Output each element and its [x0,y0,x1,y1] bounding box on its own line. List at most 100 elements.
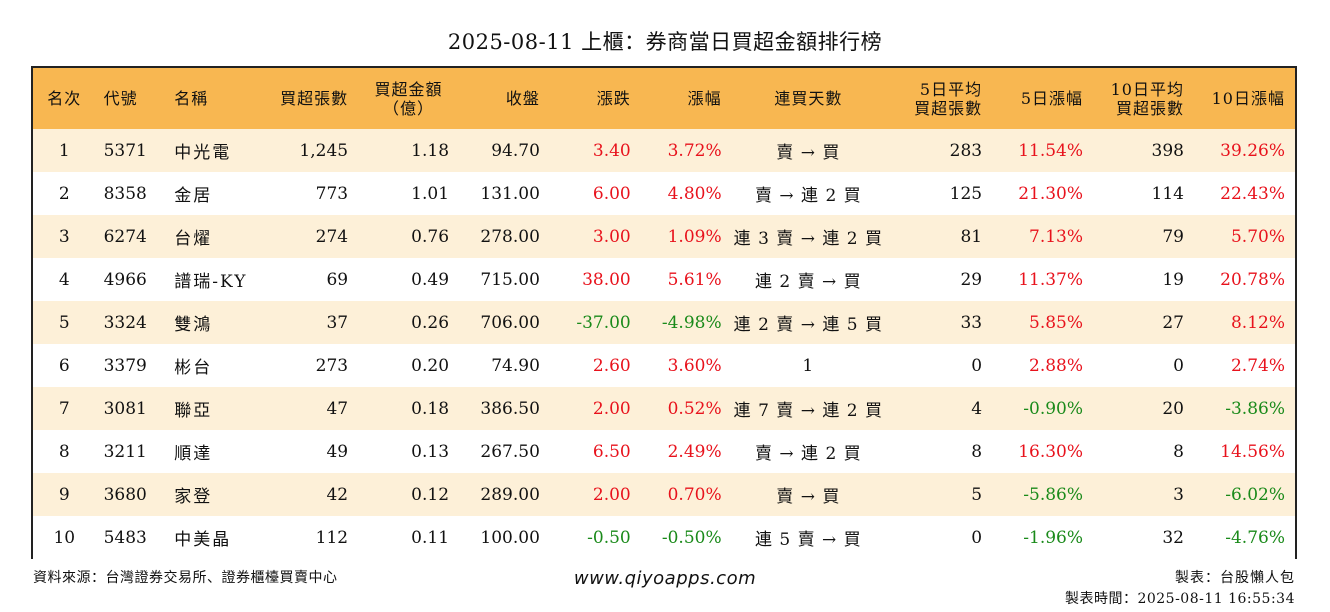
cell-5d-change: 2.88% [1029,355,1084,376]
header-rank: 名次 [47,89,82,108]
cell-net-buy-lots: 47 [326,398,349,419]
cell-close: 74.90 [491,355,540,376]
cell-10d-avg-lots: 3 [1173,484,1184,505]
cell-5d-change: 5.85% [1029,312,1084,333]
cell-5d-change: 11.37% [1018,269,1084,290]
cell-rank: 3 [58,226,70,247]
cell-code: 5371 [103,140,147,161]
cell-change-pct: 3.72% [667,140,722,161]
cell-change-pct: 0.52% [667,398,722,419]
cell-rank: 4 [58,269,70,290]
cell-5d-avg-lots: 4 [971,398,983,419]
cell-name: 聯亞 [174,401,213,421]
cell-net-buy-amount: 0.26 [411,312,450,333]
cell-name: 中美晶 [174,530,232,550]
cell-name: 彬台 [174,358,213,378]
cell-consecutive-days: 1 [802,355,815,376]
cell-change-pct: 5.61% [667,269,722,290]
cell-consecutive-days: 連 7 賣 → 連 2 買 [733,401,883,421]
cell-10d-change: 22.43% [1220,183,1285,204]
cell-net-buy-lots: 1,245 [299,140,349,161]
cell-change: 3.00 [592,226,631,247]
cell-10d-change: 8.12% [1230,312,1285,333]
cell-change: 2.00 [592,398,631,419]
header-close: 收盤 [505,89,540,108]
cell-rank: 5 [58,312,70,333]
table-row: 8 3211 順達 49 0.13 267.50 6.50 2.49% 賣 → 連 2 買 8 16… [33,430,1295,473]
data-source: 資料來源：台灣證券交易所、證券櫃檯買賣中心 [33,570,338,586]
cell-name: 金居 [174,186,213,206]
cell-10d-change: 20.78% [1220,269,1285,290]
table-row: 5 3324 雙鴻 37 0.26 706.00 -37.00 -4.98% 連 2 賣 → 連… [33,301,1295,344]
cell-5d-change: -1.96% [1023,527,1084,548]
cell-net-buy-amount: 0.13 [411,441,450,462]
cell-5d-avg-lots: 8 [971,441,983,462]
cell-net-buy-amount: 0.20 [411,355,450,376]
cell-code: 4966 [103,269,147,290]
generated-time: 製表時間：2025-08-11 16:55:34 [1064,591,1295,607]
cell-rank: 9 [58,484,70,505]
cell-name: 中光電 [174,143,232,163]
cell-5d-avg-lots: 125 [949,183,983,204]
table-row: 6 3379 彬台 273 0.20 74.90 2.60 3.60% 1 0 2.88% 0 2.74… [33,344,1295,387]
cell-10d-change: 2.74% [1230,355,1285,376]
table-row: 1 5371 中光電 1,245 1.18 94.70 3.40 3.72% 賣 → 買 283 1… [33,129,1295,172]
cell-5d-avg-lots: 283 [949,140,983,161]
header-10d-change: 10日漲幅 [1211,89,1285,108]
cell-5d-avg-lots: 81 [960,226,983,247]
cell-10d-change: 14.56% [1220,441,1285,462]
header-code: 代號 [103,89,138,108]
cell-5d-avg-lots: 5 [971,484,983,505]
header-10d-avg-lots: 10日平均 買超張數 [1110,79,1184,118]
header-5d-avg-lots: 5日平均 買超張數 [914,79,983,118]
cell-close: 267.50 [480,441,540,462]
cell-name: 譜瑞-KY [174,272,248,292]
cell-net-buy-lots: 273 [315,355,349,376]
cell-net-buy-lots: 42 [326,484,349,505]
cell-code: 3324 [103,312,147,333]
page-title: 2025-08-11 上櫃：券商當日買超金額排行榜 [447,30,883,54]
cell-net-buy-lots: 69 [326,269,349,290]
cell-net-buy-lots: 37 [326,312,349,333]
header-5d-change: 5日漲幅 [1020,89,1084,108]
cell-5d-change: 21.30% [1018,183,1084,204]
cell-name: 雙鴻 [174,315,213,335]
cell-change-pct: 2.49% [667,441,722,462]
cell-net-buy-amount: 0.12 [411,484,450,505]
cell-consecutive-days: 連 5 賣 → 買 [754,530,862,550]
cell-close: 131.00 [480,183,540,204]
cell-rank: 7 [58,398,70,419]
cell-change-pct: 0.70% [667,484,722,505]
cell-net-buy-amount: 1.18 [411,140,450,161]
cell-rank: 8 [58,441,70,462]
cell-change: 38.00 [582,269,631,290]
table-row: 9 3680 家登 42 0.12 289.00 2.00 0.70% 賣 → 買 5 -5.86%… [33,473,1295,516]
cell-rank: 10 [53,527,76,548]
cell-code: 3379 [103,355,147,376]
site-url[interactable]: www.qiyoapps.com [573,568,757,589]
cell-change: 6.00 [592,183,631,204]
cell-code: 3680 [103,484,147,505]
cell-change: 2.00 [592,484,631,505]
cell-consecutive-days: 連 3 賣 → 連 2 買 [733,229,883,249]
cell-10d-avg-lots: 27 [1162,312,1184,333]
cell-net-buy-amount: 0.18 [411,398,450,419]
header-net-buy-amount: 買超金額 （億） [374,79,443,118]
cell-net-buy-lots: 49 [326,441,349,462]
table-body: 1 5371 中光電 1,245 1.18 94.70 3.40 3.72% 賣 → 買 283 1… [33,129,1295,559]
cell-5d-change: 11.54% [1018,140,1084,161]
cell-net-buy-amount: 1.01 [411,183,450,204]
table-row: 2 8358 金居 773 1.01 131.00 6.00 4.80% 賣 → 連 2 買 12… [33,172,1295,215]
cell-10d-avg-lots: 32 [1162,527,1184,548]
table-row: 7 3081 聯亞 47 0.18 386.50 2.00 0.52% 連 7 賣 → 連 2 … [33,387,1295,430]
cell-consecutive-days: 賣 → 買 [776,143,841,163]
cell-change-pct: -0.50% [661,527,722,548]
cell-close: 278.00 [480,226,540,247]
cell-change: -37.00 [576,312,631,333]
cell-5d-change: -0.90% [1023,398,1084,419]
table-row: 3 6274 台燿 274 0.76 278.00 3.00 1.09% 連 3 賣 → 連 2… [33,215,1295,258]
cell-consecutive-days: 賣 → 買 [776,487,841,507]
cell-net-buy-lots: 112 [315,527,349,548]
cell-code: 8358 [103,183,147,204]
cell-change-pct: -4.98% [661,312,722,333]
